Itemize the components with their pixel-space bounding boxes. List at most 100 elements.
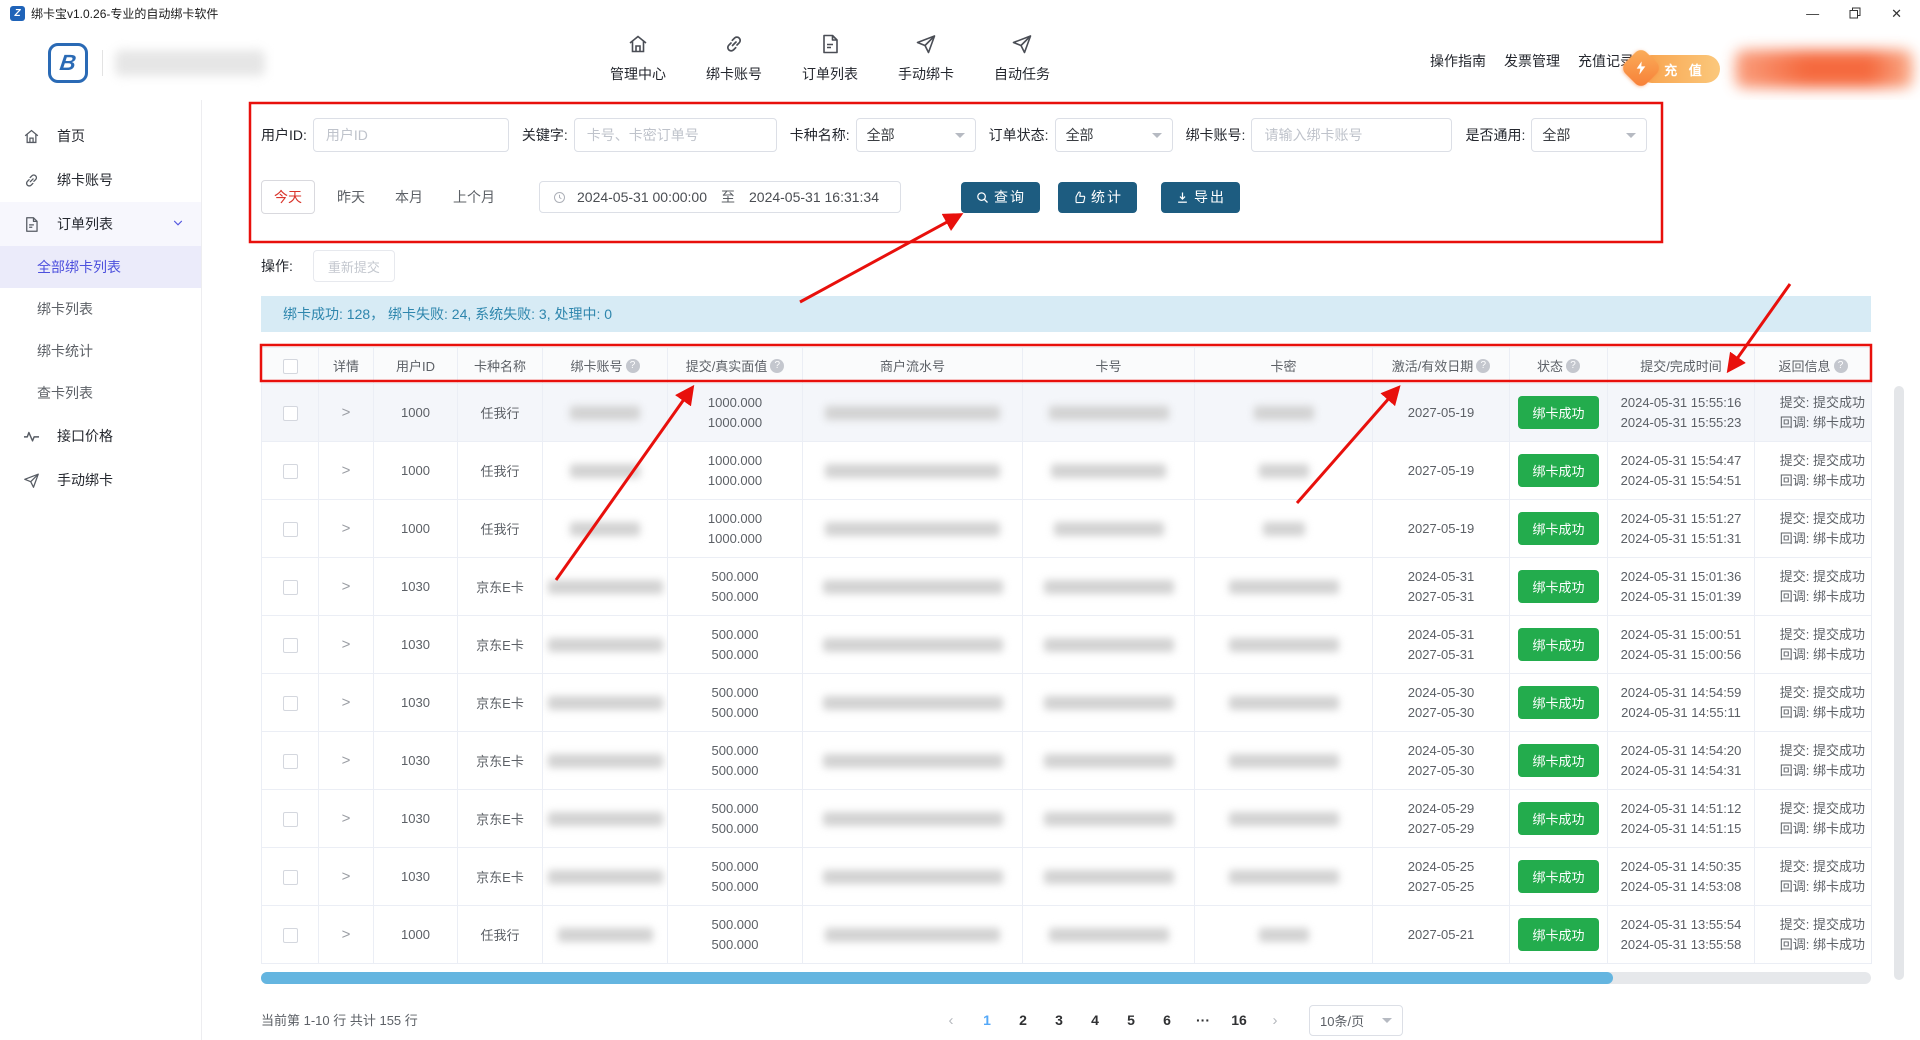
row-checkbox[interactable] <box>282 521 298 537</box>
user-id-input[interactable] <box>312 118 509 152</box>
sidebar-subitem-绑卡列表[interactable]: 绑卡列表 <box>37 301 93 317</box>
status-badge[interactable]: 绑卡成功 <box>1518 802 1599 835</box>
divider <box>102 50 103 76</box>
row-checkbox[interactable] <box>282 405 298 421</box>
user-action-button-blurred[interactable] <box>1735 50 1913 88</box>
range-button-今天[interactable]: 今天 <box>261 180 315 214</box>
nav-item-手动绑卡[interactable]: 手动绑卡 <box>878 32 974 84</box>
expand-row-icon[interactable]: > <box>341 636 351 653</box>
status-badge[interactable]: 绑卡成功 <box>1518 744 1599 777</box>
horizontal-scrollbar-thumb[interactable] <box>261 972 1614 984</box>
expand-row-icon[interactable]: > <box>341 810 351 827</box>
horizontal-scrollbar <box>261 972 1871 984</box>
help-icon[interactable]: ? <box>1476 358 1491 373</box>
active-date-cell: 2024-05-31 2027-05-31 <box>1372 615 1510 674</box>
expand-row-icon[interactable]: > <box>341 462 351 479</box>
header-link-0[interactable]: 操作指南 <box>1430 53 1486 69</box>
header-link-1[interactable]: 发票管理 <box>1504 53 1560 69</box>
card-type-select[interactable]: 全部 <box>855 118 976 152</box>
row-checkbox[interactable] <box>282 463 298 479</box>
order-status-select[interactable]: 全部 <box>1054 118 1173 152</box>
status-badge[interactable]: 绑卡成功 <box>1518 512 1599 545</box>
status-badge[interactable]: 绑卡成功 <box>1518 918 1599 951</box>
sidebar-subitem-查卡列表[interactable]: 查卡列表 <box>37 385 93 401</box>
page-size-select[interactable]: 10条/页 <box>1309 1004 1403 1036</box>
row-checkbox[interactable] <box>282 927 298 943</box>
row-checkbox[interactable] <box>282 579 298 595</box>
status-badge[interactable]: 绑卡成功 <box>1518 686 1599 719</box>
recharge-button[interactable]: 充 值 <box>1619 46 1720 90</box>
sidebar-item-绑卡账号[interactable]: 绑卡账号 <box>0 158 201 202</box>
sidebar-subitem-绑卡统计[interactable]: 绑卡统计 <box>37 343 93 359</box>
help-icon[interactable]: ? <box>1833 358 1848 373</box>
bind-account-input[interactable] <box>1251 118 1453 152</box>
expand-row-icon[interactable]: > <box>341 868 351 885</box>
status-badge[interactable]: 绑卡成功 <box>1518 454 1599 487</box>
general-select[interactable]: 全部 <box>1531 118 1648 152</box>
help-icon[interactable]: ? <box>770 358 785 373</box>
expand-row-icon[interactable]: > <box>341 404 351 421</box>
status-badge[interactable]: 绑卡成功 <box>1518 396 1599 429</box>
pager-page-1[interactable]: 1 <box>983 1012 991 1028</box>
header-link-2[interactable]: 充值记录 <box>1578 53 1634 69</box>
face-value-line: 500.000 <box>711 820 759 836</box>
expand-row-icon[interactable]: > <box>341 520 351 537</box>
date-range-picker[interactable]: 2024-05-31 00:00:00 至 2024-05-31 16:31:3… <box>539 181 901 213</box>
pager-next[interactable]: › <box>1272 1011 1278 1029</box>
sidebar-item-手动绑卡[interactable]: 手动绑卡 <box>0 458 201 502</box>
result-line: 提交: 提交成功 <box>1779 452 1865 468</box>
minimize-icon[interactable]: — <box>1806 5 1820 21</box>
date-line: 2024-05-31 <box>1407 568 1475 584</box>
nav-item-绑卡账号[interactable]: 绑卡账号 <box>686 32 782 84</box>
close-icon[interactable]: ✕ <box>1891 5 1902 21</box>
keyword-input[interactable] <box>573 118 777 152</box>
row-checkbox[interactable] <box>282 753 298 769</box>
pager-page-4[interactable]: 4 <box>1091 1012 1099 1028</box>
nav-item-管理中心[interactable]: 管理中心 <box>590 32 686 84</box>
expand-row-icon[interactable]: > <box>341 694 351 711</box>
nav-item-自动任务[interactable]: 自动任务 <box>974 32 1070 84</box>
sidebar-item-首页[interactable]: 首页 <box>0 114 201 158</box>
expand-row-icon[interactable]: > <box>341 752 351 769</box>
expand-row-icon[interactable]: > <box>341 926 351 943</box>
user-id-cell: 1000 <box>373 383 458 442</box>
pager-page-16[interactable]: 16 <box>1231 1012 1247 1028</box>
row-checkbox[interactable] <box>282 869 298 885</box>
status-badge[interactable]: 绑卡成功 <box>1518 570 1599 603</box>
query-button[interactable]: 查询 <box>961 181 1040 213</box>
sidebar-subitem-全部绑卡列表[interactable]: 全部绑卡列表 <box>0 246 201 288</box>
resubmit-button[interactable]: 重新提交 <box>312 250 395 282</box>
pager-prev[interactable]: ‹ <box>948 1011 954 1029</box>
row-select-cell <box>261 615 319 674</box>
status-badge[interactable]: 绑卡成功 <box>1518 860 1599 893</box>
export-button[interactable]: 导出 <box>1161 181 1240 213</box>
pager-page-5[interactable]: 5 <box>1127 1012 1135 1028</box>
pager-page-6[interactable]: 6 <box>1163 1012 1171 1028</box>
sidebar-item-接口价格[interactable]: 接口价格 <box>0 414 201 458</box>
sidebar-item-订单列表[interactable]: 订单列表 <box>0 202 201 246</box>
row-checkbox[interactable] <box>282 637 298 653</box>
date-line: 2027-05-30 <box>1407 704 1475 720</box>
pager-page-2[interactable]: 2 <box>1019 1012 1027 1028</box>
row-checkbox[interactable] <box>282 811 298 827</box>
time-cell: 2024-05-31 15:00:51 2024-05-31 15:00:56 <box>1607 615 1755 674</box>
range-button-上个月[interactable]: 上个月 <box>453 189 495 205</box>
table-header-row: 详情 用户ID 卡种名称 绑卡账号? 提交/真实面值? 商户流水号 卡号 卡密 激活/有效日期?… <box>261 347 1872 384</box>
stats-button[interactable]: 统计 <box>1058 181 1137 213</box>
range-button-本月[interactable]: 本月 <box>395 189 423 205</box>
vertical-scrollbar[interactable] <box>1894 386 1904 980</box>
status-badge[interactable]: 绑卡成功 <box>1518 628 1599 661</box>
select-all-checkbox[interactable] <box>282 358 298 374</box>
pager-page-3[interactable]: 3 <box>1055 1012 1063 1028</box>
help-icon[interactable]: ? <box>625 358 640 373</box>
nav-item-订单列表[interactable]: 订单列表 <box>782 32 878 84</box>
pager-ellipsis[interactable]: ··· <box>1196 1012 1210 1028</box>
header-text: 提交/完成时间 <box>1640 359 1722 374</box>
help-icon[interactable]: ? <box>1566 358 1580 373</box>
range-button-昨天[interactable]: 昨天 <box>337 189 365 205</box>
restore-icon[interactable] <box>1849 7 1861 19</box>
date-line: 2027-05-31 <box>1407 588 1475 604</box>
expand-row-icon[interactable]: > <box>341 578 351 595</box>
blurred-card-no <box>1043 638 1174 653</box>
row-checkbox[interactable] <box>282 695 298 711</box>
